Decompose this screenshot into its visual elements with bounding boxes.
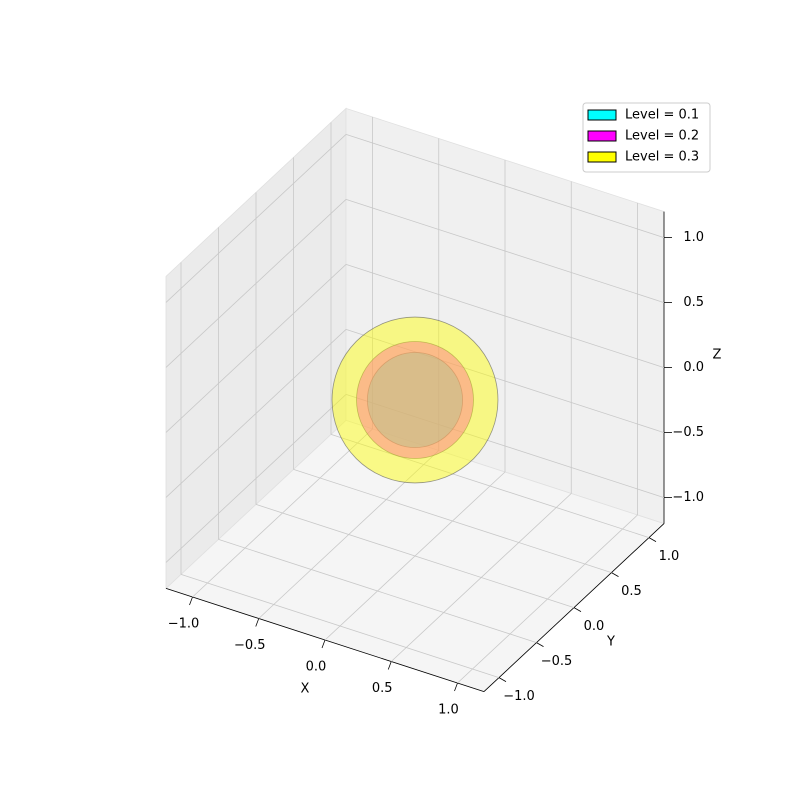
grid-line	[330, 434, 650, 538]
grid-line	[293, 469, 612, 573]
y-tick-label: 0.5	[621, 584, 642, 599]
legend: Level = 0.1 Level = 0.2 Level = 0.3	[582, 102, 711, 173]
x-tick	[454, 682, 458, 692]
x-tick-label: 0.0	[306, 660, 327, 675]
y-tick-label: −0.5	[541, 654, 573, 669]
y-tick-label: 1.0	[659, 549, 680, 564]
z-axis-label: Z	[713, 348, 722, 363]
y-tick	[648, 537, 657, 542]
grid-line	[345, 394, 665, 498]
z-tick-label: −1.0	[672, 490, 704, 505]
x-tick-label: −1.0	[168, 617, 200, 632]
grid-line	[345, 134, 665, 238]
y-tick	[573, 607, 582, 612]
x-tick-label: 1.0	[438, 703, 459, 718]
y-tick-label: 0.0	[584, 619, 605, 634]
grid-line	[165, 134, 347, 303]
legend-label: Level = 0.2	[625, 129, 699, 144]
grid-line	[255, 504, 575, 608]
legend-label: Level = 0.1	[625, 108, 699, 123]
z-tick-label: 1.0	[683, 230, 704, 245]
legend-swatch	[587, 109, 617, 121]
isosurface	[366, 351, 463, 448]
grid-line	[345, 199, 665, 303]
y-tick	[611, 572, 619, 577]
legend-swatch	[587, 130, 617, 142]
y-tick	[536, 642, 544, 647]
x-axis-label: X	[301, 682, 310, 697]
x-tick	[189, 596, 193, 606]
x-tick-label: −0.5	[234, 638, 266, 653]
x-tick	[255, 618, 260, 627]
grid-line	[165, 329, 347, 498]
y-tick	[498, 677, 507, 682]
x-tick	[387, 661, 392, 670]
y-axis-label: Y	[606, 635, 615, 650]
y-tick-label: −1.0	[503, 689, 535, 704]
isosurface	[331, 316, 499, 484]
x-tick	[321, 639, 326, 649]
grid-line	[165, 394, 347, 563]
z-tick-label: 0.0	[683, 360, 704, 375]
x-tick-label: 0.5	[372, 681, 393, 696]
legend-label: Level = 0.3	[625, 150, 699, 165]
grid-line	[165, 264, 347, 433]
grid-line	[165, 199, 347, 368]
isosurface	[356, 341, 474, 459]
grid-line	[180, 574, 500, 678]
grid-line	[345, 264, 665, 368]
legend-swatch	[587, 151, 617, 163]
z-tick-label: 0.5	[683, 295, 704, 310]
grid-line	[218, 539, 537, 643]
z-tick-label: −0.5	[672, 425, 704, 440]
grid-line	[345, 329, 665, 433]
